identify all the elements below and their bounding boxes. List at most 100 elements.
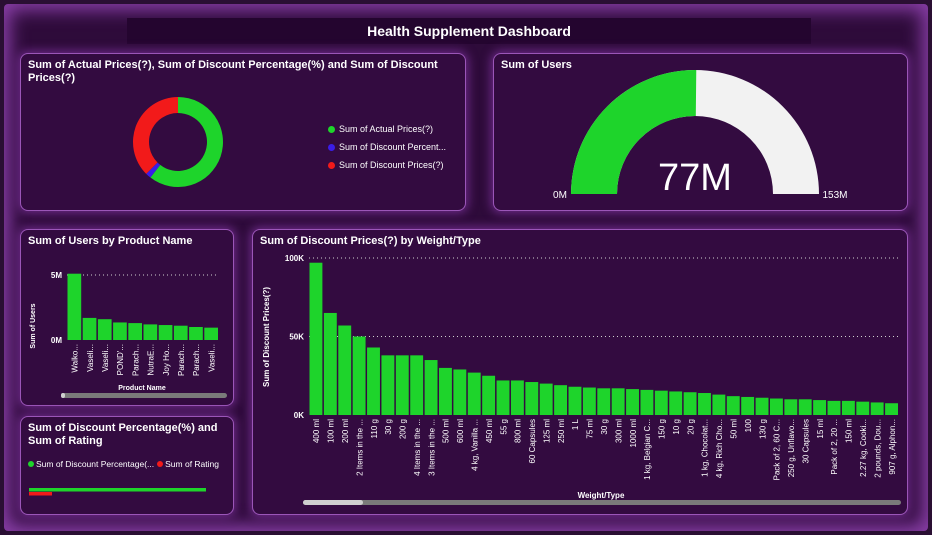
bar[interactable]: [367, 347, 380, 415]
x-tick-label: 907 g, Alphon...: [888, 419, 897, 475]
bar[interactable]: [439, 367, 452, 415]
x-tick-label: Parach...: [177, 344, 186, 376]
bar[interactable]: [323, 312, 337, 415]
x-tick-label: Walko...: [71, 344, 80, 373]
donut-card[interactable]: Sum of Actual Prices(?), Sum of Discount…: [20, 53, 466, 211]
x-tick-label: Parach...: [192, 344, 201, 376]
bar[interactable]: [841, 400, 855, 415]
discount-scroll-thumb[interactable]: [303, 500, 363, 505]
bar[interactable]: [352, 336, 366, 416]
bar[interactable]: [496, 380, 510, 415]
bar[interactable]: [410, 355, 424, 415]
bar[interactable]: [395, 355, 409, 415]
bar[interactable]: [784, 399, 798, 415]
legend-item-discount-percentage[interactable]: Sum of Discount Percentage(...: [28, 455, 154, 473]
bar[interactable]: [726, 396, 740, 415]
x-tick-label: 15 ml: [816, 419, 825, 439]
donut-slice[interactable]: [150, 97, 223, 187]
bar[interactable]: [128, 323, 142, 340]
bar[interactable]: [870, 402, 884, 415]
bar[interactable]: [29, 488, 206, 492]
x-tick-label: Vaseli...: [101, 344, 110, 372]
bar[interactable]: [338, 325, 352, 415]
bar[interactable]: [683, 392, 697, 415]
bar[interactable]: [712, 394, 726, 415]
bar[interactable]: [611, 388, 625, 415]
discount-by-weight-card[interactable]: Sum of Discount Prices(?) by Weight/Type…: [252, 229, 908, 515]
bar[interactable]: [189, 327, 203, 340]
bar[interactable]: [424, 360, 438, 415]
x-axis-label: Weight/Type: [578, 491, 625, 500]
bar[interactable]: [510, 380, 524, 415]
bar[interactable]: [204, 327, 218, 340]
bar[interactable]: [769, 398, 783, 415]
bar[interactable]: [158, 325, 173, 340]
legend-dot: [157, 461, 164, 467]
x-tick-label: 1 L: [571, 418, 580, 430]
gauge-value-label: 77M: [658, 157, 732, 199]
bar[interactable]: [698, 393, 711, 415]
y-tick-label: 5M: [51, 271, 62, 280]
bar[interactable]: [582, 387, 596, 415]
bar[interactable]: [97, 319, 112, 340]
x-tick-label: 125 ml: [542, 419, 551, 443]
bar[interactable]: [813, 400, 827, 415]
bar[interactable]: [554, 385, 568, 415]
legend-label: Sum of Rating: [165, 459, 219, 469]
users-by-product-card[interactable]: Sum of Users by Product Name Sum of User…: [20, 229, 234, 406]
rating-bar-chart[interactable]: [21, 417, 235, 516]
donut-chart[interactable]: [118, 82, 238, 202]
bar[interactable]: [113, 322, 127, 340]
bar[interactable]: [539, 383, 553, 415]
users-bar-chart[interactable]: Sum of Users Product Name 5M 0M Walko... Va…: [21, 230, 235, 407]
x-tick-label: 75 ml: [586, 419, 595, 439]
bar[interactable]: [143, 324, 158, 340]
bar[interactable]: [640, 389, 654, 415]
bar[interactable]: [654, 390, 668, 415]
bar[interactable]: [29, 492, 53, 496]
bar[interactable]: [467, 372, 481, 415]
bar[interactable]: [453, 369, 467, 415]
donut-slice[interactable]: [133, 97, 178, 174]
discount-rating-card[interactable]: Sum of Discount Percentage(%) and Sum of…: [20, 416, 234, 515]
bar[interactable]: [173, 325, 188, 340]
x-tick-label: Pack of 2, 20 ...: [830, 419, 839, 475]
bar[interactable]: [568, 386, 582, 415]
rating-legend: Sum of Discount Percentage(... Sum of Ra…: [28, 455, 219, 473]
bar[interactable]: [885, 403, 898, 415]
legend-item-discount-prices[interactable]: Sum of Discount Prices(?): [328, 156, 446, 174]
bar[interactable]: [525, 382, 539, 415]
users-scroll-thumb[interactable]: [61, 393, 65, 398]
bar[interactable]: [827, 400, 841, 415]
x-tick-label: Vaseli...: [207, 344, 216, 372]
bar[interactable]: [798, 399, 812, 415]
legend-item-rating[interactable]: Sum of Rating: [157, 455, 219, 473]
bar[interactable]: [856, 401, 870, 415]
bar[interactable]: [755, 397, 769, 415]
bar[interactable]: [669, 391, 683, 415]
x-tick-label: 4 kg, Vanilla ...: [470, 419, 479, 471]
bar[interactable]: [381, 355, 395, 415]
legend-item-actual-prices[interactable]: Sum of Actual Prices(?): [328, 120, 446, 138]
users-horizontal-scrollbar[interactable]: [61, 393, 227, 398]
x-tick-label: 500 ml: [442, 419, 451, 443]
bar[interactable]: [309, 262, 323, 415]
donut-card-title: Sum of Actual Prices(?), Sum of Discount…: [28, 59, 438, 84]
donut-slice[interactable]: [146, 162, 161, 178]
legend-item-discount-percentage[interactable]: Sum of Discount Percent...: [328, 138, 446, 156]
bar[interactable]: [741, 396, 755, 415]
x-tick-label: 600 ml: [456, 419, 465, 443]
bar[interactable]: [82, 317, 97, 340]
bar[interactable]: [597, 388, 611, 415]
bar[interactable]: [626, 389, 639, 415]
x-tick-label: 3 Items in the ...: [427, 419, 436, 476]
y-tick-label: 0M: [51, 336, 62, 345]
discount-bar-chart[interactable]: Sum of Discount Prices(?) Weight/Type 10…: [253, 230, 909, 516]
gauge-card[interactable]: Sum of Users 77M 0M 153M: [493, 53, 908, 211]
gauge-chart[interactable]: 77M 0M 153M: [494, 54, 909, 212]
bar[interactable]: [67, 273, 82, 340]
bar[interactable]: [482, 375, 496, 415]
x-tick-label: 4 kg, Rich Cho...: [715, 419, 724, 478]
x-tick-label: 200 g: [399, 419, 408, 439]
discount-horizontal-scrollbar[interactable]: [303, 500, 901, 505]
